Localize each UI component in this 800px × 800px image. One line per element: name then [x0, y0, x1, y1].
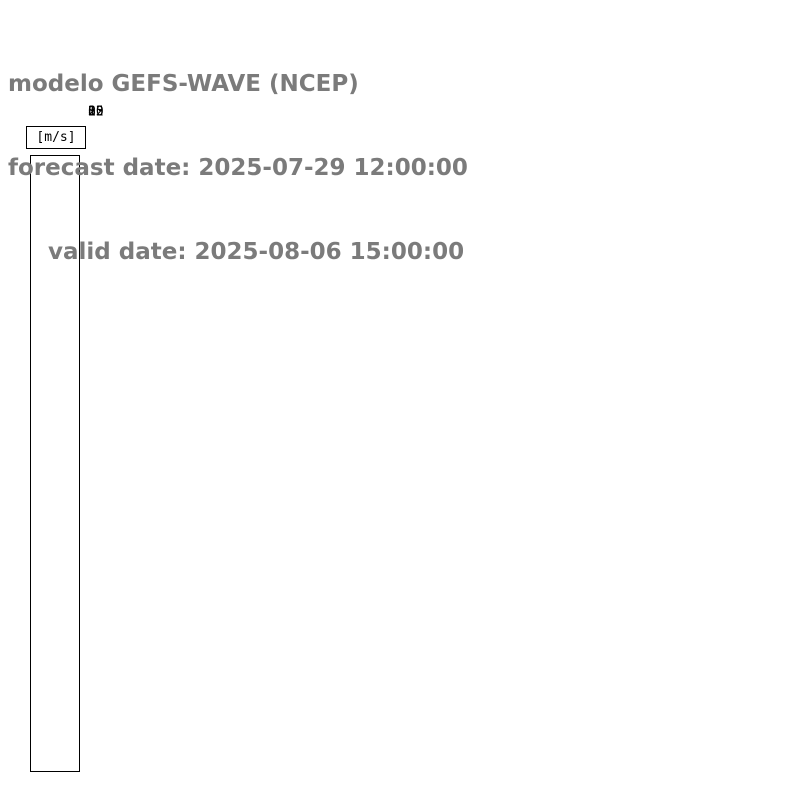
header: modelo GEFS-WAVE (NCEP) forecast date: 2…: [8, 14, 468, 322]
colorbar-tick-30: 30: [88, 104, 104, 120]
colorbar-gradient: [30, 155, 80, 772]
valid-date: valid date: 2025-08-06 15:00:00: [48, 239, 465, 265]
colorbar-unit-label: [m/s]: [26, 126, 86, 149]
model-title: modelo GEFS-WAVE (NCEP): [8, 71, 359, 97]
colorbar-tick-15: 15: [88, 104, 104, 120]
colorbar: [m/s] 30 22 15 8 0: [20, 105, 104, 784]
colorbar-tick-0: 0: [88, 104, 96, 120]
colorbar-tick-22: 22: [88, 104, 104, 120]
forecast-date: forecast date: 2025-07-29 12:00:00: [8, 155, 468, 181]
colorbar-tick-8: 8: [88, 104, 96, 120]
